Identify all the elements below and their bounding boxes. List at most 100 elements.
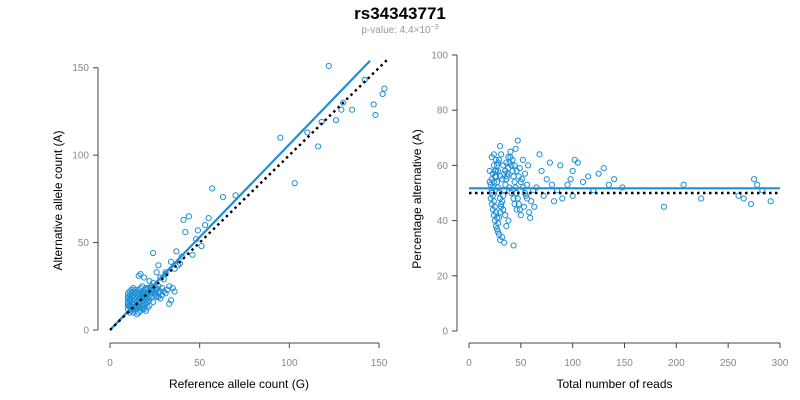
left-reference-line [109, 58, 389, 331]
left-data-point [148, 290, 155, 297]
left-data-point [372, 111, 379, 119]
left-data-point [140, 274, 148, 281]
right-data-point [564, 181, 571, 188]
right-x-tick-label: 150 [616, 358, 633, 369]
right-data-point [750, 176, 758, 183]
left-data-point [153, 293, 160, 300]
right-data-point [521, 189, 529, 197]
left-data-point [232, 192, 239, 199]
left-data-point [139, 283, 146, 290]
right-data-point [495, 156, 503, 163]
left-data-point [167, 258, 175, 265]
right-data-point [497, 142, 504, 150]
p-value-exponent: −3 [431, 24, 439, 31]
right-data-point [754, 181, 761, 188]
right-data-point [747, 200, 755, 208]
left-x-tick-label: 100 [281, 358, 298, 369]
right-data-point [517, 178, 524, 186]
right-data-point [492, 156, 500, 163]
left-data-point [194, 227, 201, 234]
right-data-point [522, 192, 530, 199]
left-data-point [128, 293, 135, 300]
right-data-point [513, 167, 520, 175]
right-data-point [503, 223, 510, 230]
left-data-point [332, 117, 340, 124]
p-value-text: p-value: 4.4×10 [361, 25, 431, 36]
left-data-point [126, 291, 133, 299]
right-x-tick-label: 200 [668, 358, 685, 369]
left-data-point [340, 99, 347, 106]
left-data-point [140, 298, 148, 306]
left-data-point [124, 298, 132, 306]
left-data-point [128, 297, 135, 304]
left-data-point [162, 290, 169, 297]
right-data-point [509, 156, 516, 163]
right-data-point [512, 145, 519, 152]
left-fit-line [109, 59, 371, 331]
left-data-point [291, 180, 298, 187]
left-y-tick-label: 50 [78, 238, 90, 249]
left-data-point [304, 129, 311, 136]
left-data-point [126, 295, 133, 302]
right-data-point [548, 181, 556, 188]
right-data-point [486, 178, 493, 186]
right-data-point [524, 162, 532, 169]
right-data-point [660, 203, 667, 210]
left-data-point [135, 290, 142, 297]
left-data-point [124, 302, 132, 309]
right-data-point [521, 170, 529, 177]
left-data-point [182, 228, 189, 236]
left-data-point [128, 290, 135, 297]
right-data-point [567, 176, 574, 183]
left-data-point [132, 286, 139, 293]
left-data-point [151, 284, 158, 292]
right-data-point [510, 242, 517, 249]
right-data-point [519, 156, 527, 163]
left-y-tick-label: 100 [72, 151, 89, 162]
left-data-point [140, 305, 148, 313]
right-data-point [502, 211, 509, 219]
left-data-point [130, 291, 137, 299]
right-data-point [499, 234, 506, 241]
left-data-point [169, 284, 176, 292]
left-data-point [137, 284, 144, 292]
left-data-point [381, 85, 388, 92]
left-data-point [157, 295, 164, 302]
left-data-point [137, 307, 144, 314]
right-y-tick-label: 40 [437, 216, 449, 227]
right-x-tick-label: 250 [720, 358, 737, 369]
left-data-point [180, 216, 187, 223]
right-data-point [611, 176, 618, 183]
right-data-point [488, 154, 495, 161]
right-data-point [497, 173, 504, 180]
right-data-point [680, 181, 687, 188]
right-y-tick-label: 0 [442, 327, 448, 338]
right-data-point [735, 192, 742, 199]
left-data-point [149, 249, 157, 257]
right-x-tick-label: 0 [466, 358, 472, 369]
left-data-point [158, 291, 166, 299]
left-data-point [277, 134, 284, 141]
left-data-point [201, 221, 209, 229]
left-data-point [130, 288, 137, 295]
right-data-point [513, 206, 520, 213]
left-data-point [167, 297, 175, 304]
left-y-axis-title: Alternative allele count (A) [51, 130, 65, 270]
right-data-point [579, 178, 587, 186]
chart-title: rs34343771 [354, 4, 446, 23]
left-data-point [133, 288, 141, 295]
right-data-point [531, 203, 538, 210]
left-data-point [135, 286, 142, 293]
left-data-point [325, 62, 332, 70]
right-data-point [546, 159, 553, 166]
right-data-point [505, 217, 512, 224]
right-x-tick-label: 100 [564, 358, 581, 369]
right-data-point [514, 137, 521, 144]
right-data-point [498, 151, 505, 158]
right-y-tick-label: 80 [437, 106, 449, 117]
left-data-point [153, 286, 160, 293]
left-data-point [137, 288, 144, 295]
left-data-point [146, 277, 153, 285]
right-data-point [493, 178, 501, 186]
left-data-point [189, 251, 196, 258]
